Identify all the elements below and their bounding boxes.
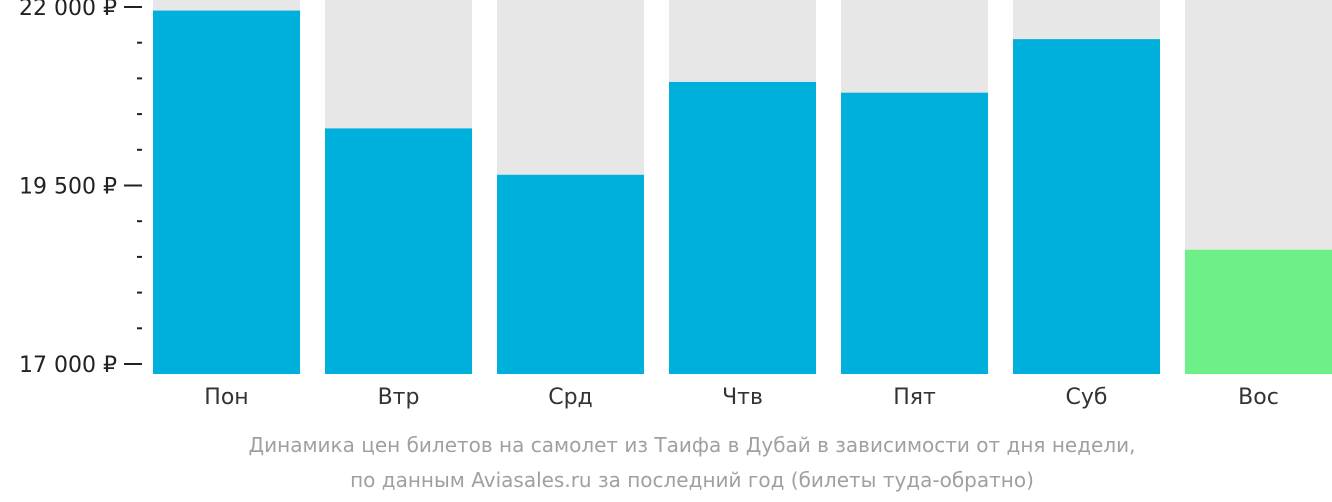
chart-caption-line-1: Динамика цен билетов на самолет из Таифа… xyxy=(248,433,1136,457)
x-tick-label-5: Пят xyxy=(893,385,936,410)
x-tick-label-7: Вос xyxy=(1238,385,1279,410)
bar-4 xyxy=(669,81,816,374)
y-tick-label-3: 22 000 ₽ xyxy=(19,0,117,21)
bar-3 xyxy=(497,174,644,374)
bar-1 xyxy=(153,10,300,374)
bar-6 xyxy=(1013,39,1160,374)
bar-2 xyxy=(325,128,472,374)
x-tick-label-1: Пон xyxy=(204,385,248,410)
bar-5 xyxy=(841,92,988,375)
y-tick-label-2: 19 500 ₽ xyxy=(19,175,117,200)
chart-caption-line-2: по данным Aviasales.ru за последний год … xyxy=(350,468,1034,492)
price-bar-chart: Пон Втр Срд Чтв Пят Суб Вос 17 000 ₽ 19 500 ₽ 22 … xyxy=(19,0,1332,410)
x-tick-label-6: Суб xyxy=(1066,385,1108,410)
bar-7 xyxy=(1185,249,1332,374)
x-tick-label-4: Чтв xyxy=(722,385,763,410)
x-tick-label-2: Втр xyxy=(378,385,420,410)
x-tick-label-3: Срд xyxy=(548,385,593,410)
y-tick-label-1: 17 000 ₽ xyxy=(19,353,117,378)
